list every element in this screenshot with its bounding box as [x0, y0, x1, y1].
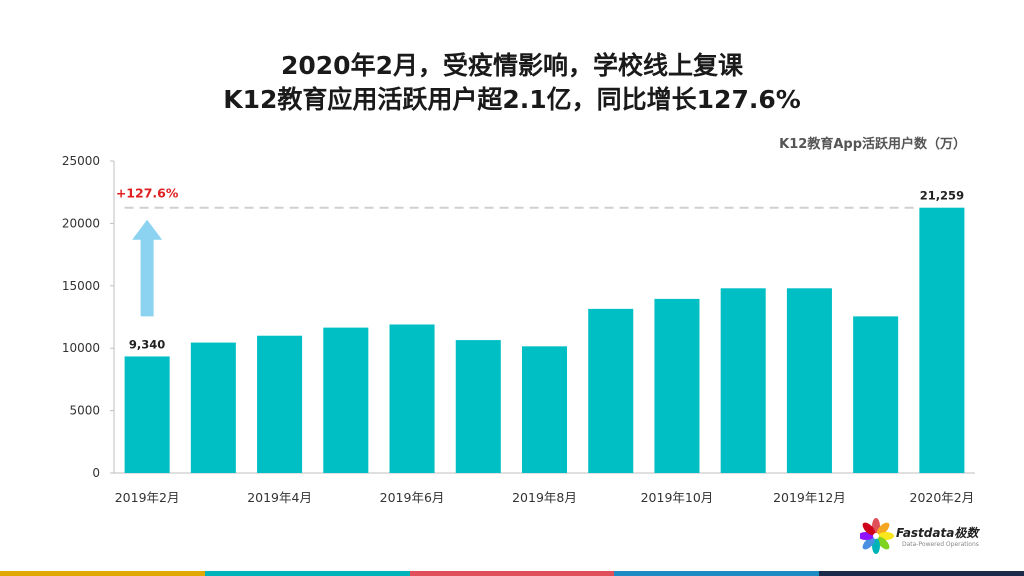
footer-color-bar [0, 571, 1024, 576]
brand-logo: Fastdata极数 Data-Powered Operations [860, 516, 1000, 556]
bar [853, 316, 899, 473]
growth-label: +127.6% [116, 186, 179, 201]
y-tick-label: 5000 [69, 404, 100, 418]
y-tick-label: 15000 [62, 279, 100, 293]
x-tick-label: 2019年12月 [773, 490, 846, 505]
bar [919, 207, 965, 473]
bar [323, 327, 369, 473]
footer-segment [204, 571, 410, 576]
bar [389, 324, 435, 473]
bar [190, 342, 236, 473]
bar [521, 346, 568, 473]
bar [786, 288, 832, 473]
x-tick-label: 2019年4月 [247, 490, 312, 505]
bar [720, 288, 766, 473]
y-tick-label: 25000 [62, 154, 100, 168]
flower-logo-icon [860, 518, 894, 554]
footer-segment [0, 571, 205, 576]
footer-segment [819, 571, 1024, 576]
bar [654, 298, 700, 473]
bar [124, 356, 170, 473]
chart-title-line-2: K12教育应用活跃用户超2.1亿，同比增长127.6% [223, 85, 801, 114]
growth-arrow-icon [132, 219, 163, 317]
y-tick-label: 10000 [62, 341, 100, 355]
x-tick-label: 2019年10月 [641, 490, 714, 505]
bar [588, 308, 634, 473]
unit-label: K12教育App活跃用户数（万） [779, 137, 966, 152]
y-tick-label: 0 [92, 466, 100, 480]
x-tick-label: 2020年2月 [910, 490, 975, 505]
x-tick-label: 2019年6月 [380, 490, 445, 505]
chart-title-line-1: 2020年2月，受疫情影响，学校线上复课 [281, 51, 743, 80]
footer-segment [409, 571, 615, 576]
brand-subtitle: Data-Powered Operations [902, 541, 979, 548]
y-tick-label: 20000 [62, 216, 100, 230]
brand-name: Fastdata极数 [896, 526, 979, 540]
footer-segment [614, 571, 820, 576]
x-tick-label: 2019年8月 [512, 490, 577, 505]
bar [257, 335, 303, 473]
x-tick-label: 2019年2月 [115, 490, 180, 505]
data-label: 21,259 [920, 189, 964, 203]
data-label: 9,340 [129, 337, 165, 351]
bar [455, 340, 501, 473]
